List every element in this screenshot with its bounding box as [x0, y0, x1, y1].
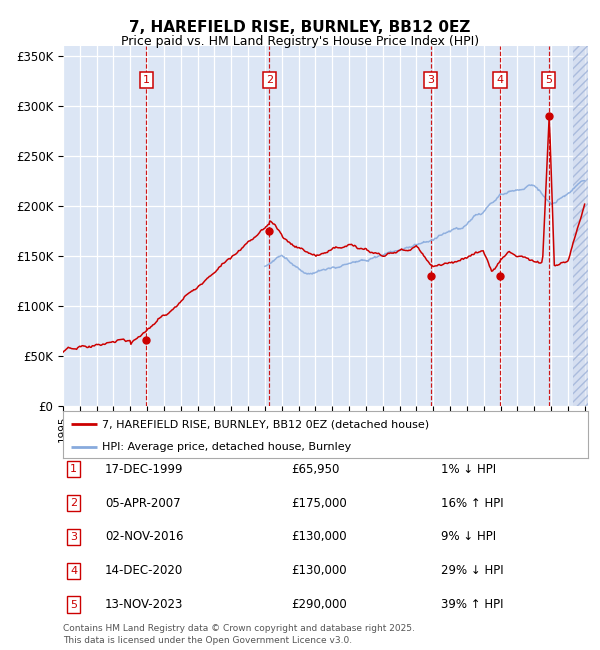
Text: £130,000: £130,000 [291, 564, 347, 577]
Text: 02-NOV-2016: 02-NOV-2016 [105, 530, 184, 543]
Text: 17-DEC-1999: 17-DEC-1999 [105, 463, 184, 476]
Text: 1: 1 [143, 75, 150, 84]
Text: 7, HAREFIELD RISE, BURNLEY, BB12 0EZ (detached house): 7, HAREFIELD RISE, BURNLEY, BB12 0EZ (de… [103, 419, 430, 429]
Text: 5: 5 [70, 599, 77, 610]
Text: Contains HM Land Registry data © Crown copyright and database right 2025.
This d: Contains HM Land Registry data © Crown c… [63, 624, 415, 645]
Bar [573, 46, 588, 406]
Text: 3: 3 [70, 532, 77, 542]
Text: 39% ↑ HPI: 39% ↑ HPI [441, 598, 503, 611]
Text: 1% ↓ HPI: 1% ↓ HPI [441, 463, 496, 476]
Text: 5: 5 [545, 75, 552, 84]
Text: Price paid vs. HM Land Registry's House Price Index (HPI): Price paid vs. HM Land Registry's House … [121, 35, 479, 48]
Text: 1: 1 [70, 464, 77, 474]
Text: 14-DEC-2020: 14-DEC-2020 [105, 564, 183, 577]
Bar [573, 46, 588, 406]
Text: 2: 2 [70, 498, 77, 508]
Text: 29% ↓ HPI: 29% ↓ HPI [441, 564, 503, 577]
Text: £130,000: £130,000 [291, 530, 347, 543]
Text: 2: 2 [266, 75, 273, 84]
Text: £175,000: £175,000 [291, 497, 347, 510]
Text: 3: 3 [427, 75, 434, 84]
Text: £65,950: £65,950 [291, 463, 340, 476]
Text: HPI: Average price, detached house, Burnley: HPI: Average price, detached house, Burn… [103, 441, 352, 452]
Text: £290,000: £290,000 [291, 598, 347, 611]
Text: 4: 4 [70, 566, 77, 576]
Text: 4: 4 [496, 75, 503, 84]
Text: 9% ↓ HPI: 9% ↓ HPI [441, 530, 496, 543]
Text: 7, HAREFIELD RISE, BURNLEY, BB12 0EZ: 7, HAREFIELD RISE, BURNLEY, BB12 0EZ [130, 20, 470, 35]
Text: 13-NOV-2023: 13-NOV-2023 [105, 598, 184, 611]
Text: 16% ↑ HPI: 16% ↑ HPI [441, 497, 503, 510]
Text: 05-APR-2007: 05-APR-2007 [105, 497, 181, 510]
